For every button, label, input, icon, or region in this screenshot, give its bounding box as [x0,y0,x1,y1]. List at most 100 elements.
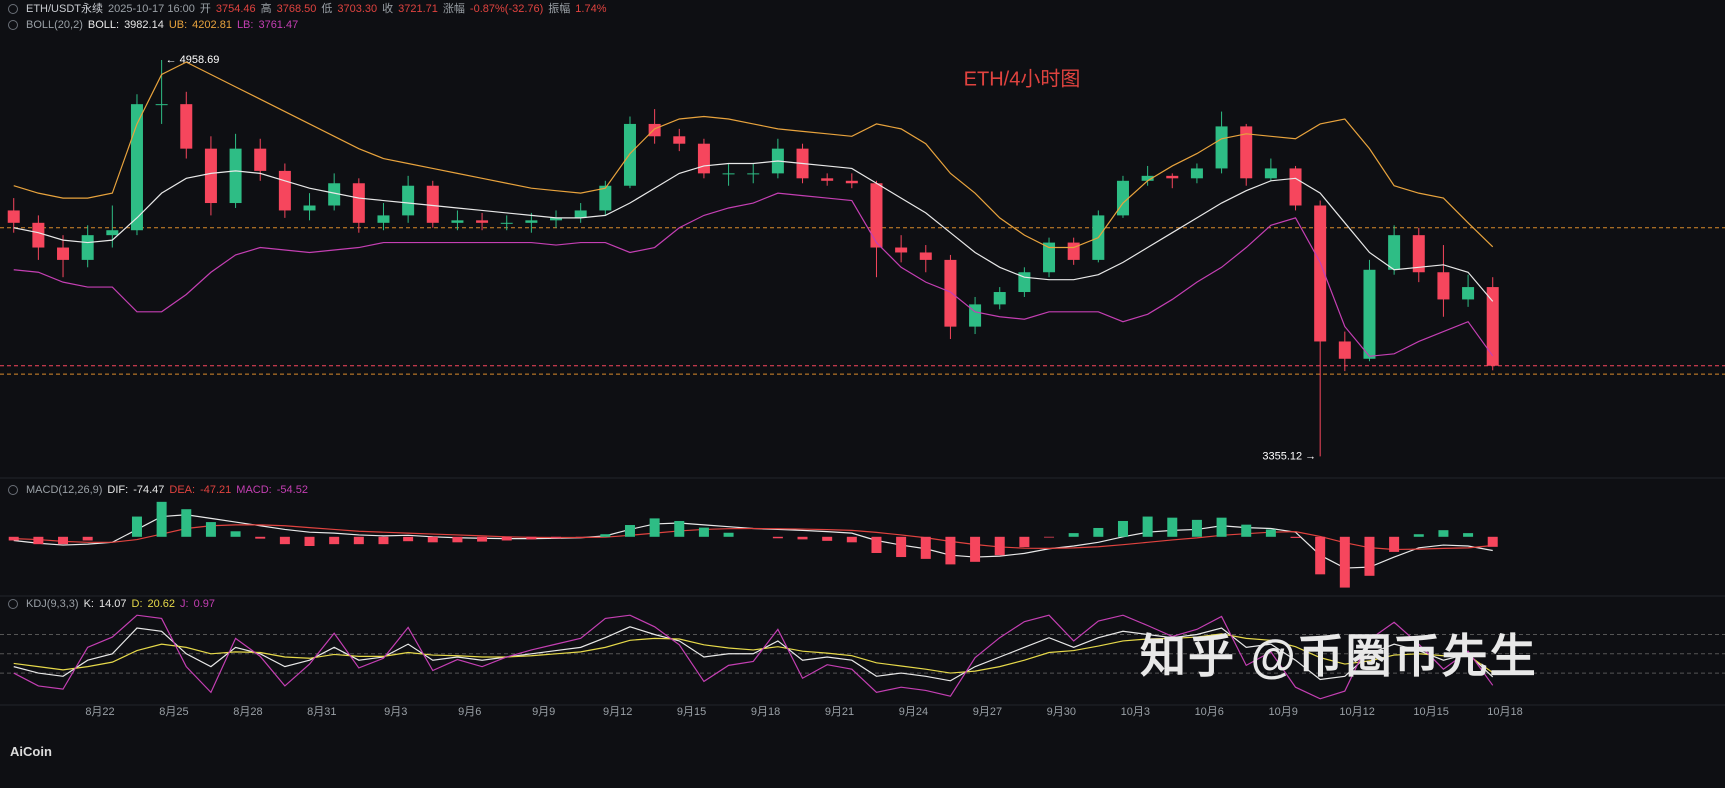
candle-body [1388,235,1401,270]
legend-value: 4202.81 [192,19,232,31]
macd-bar [1117,520,1128,537]
collapse-icon[interactable] [8,20,18,30]
macd-bar [255,536,266,539]
indicator-name: BOLL(20,2) [26,19,83,31]
field-value: 3768.50 [276,3,317,15]
macd-bar [871,536,882,553]
candle-body [821,178,834,181]
candle-body [1215,126,1228,169]
candle-body [352,183,365,223]
macd-bar [1463,533,1474,537]
indicator-legend: KDJ(9,3,3) K: 14.07 D: 20.62 J: 0.97 [26,597,220,611]
x-tick-label: 8月22 [85,706,114,718]
x-tick-label: 8月28 [233,706,262,718]
field-label: 收 [382,3,394,15]
field-value: 3721.71 [398,3,438,15]
macd-bar [8,536,19,541]
macd-bar [1068,533,1079,537]
indicator-legend: BOLL(20,2) BOLL: 3982.14 UB: 4202.81 LB: 3761.… [26,18,303,32]
field-value: 3703.30 [337,3,378,15]
macd-bar [181,509,192,537]
legend-value: 14.07 [98,598,127,610]
macd-bar [1216,517,1227,537]
macd-bar [501,536,512,541]
candle-body [1141,175,1154,181]
macd-bar [994,536,1005,556]
macd-bar [846,536,857,543]
symbol: ETH/USDT永续 [26,3,103,15]
macd-bar [822,536,833,541]
boll-line [13,192,1494,357]
macd-bar [920,536,931,559]
macd-bar [33,536,44,545]
candle-body [57,247,70,260]
legend-value: 0.97 [193,598,216,610]
macd-bar [82,536,93,541]
macd-bar [1241,524,1252,537]
low-marker: → [1305,450,1316,462]
indicator-name: KDJ(9,3,3) [26,598,79,610]
high-marker: ← [166,54,177,66]
macd-bar [230,531,241,537]
candle-body [1043,242,1056,273]
candle-body [722,173,735,175]
boll-line [13,160,1494,302]
candle-body [993,292,1006,305]
macd-bar [723,532,734,537]
candle-body [106,230,119,236]
logo: AiCoin [10,744,52,759]
candle-body [1338,341,1351,359]
macd-bar [304,536,315,546]
legend-label: LB: [236,19,254,31]
candle-body [1412,235,1425,273]
legend-label: UB: [168,19,188,31]
macd-bar [1290,536,1301,538]
legend-label: J: [180,598,189,610]
candle-body [130,104,143,231]
candle-body [1240,126,1253,179]
macd-bar [1093,527,1104,537]
macd-bar [1167,517,1178,537]
macd-bar [1487,536,1498,547]
candle-body [1314,205,1327,342]
x-tick-label: 8月31 [307,706,336,718]
legend-label: DEA: [169,484,196,496]
macd-bar [279,536,290,545]
macd-bar [452,536,463,543]
candle-body [550,217,563,221]
watermark: 知乎 @币圈币先生 [1140,630,1538,682]
field-label: 开 [199,3,211,15]
candle-body [1437,272,1450,300]
collapse-icon[interactable] [8,4,18,14]
candle-body [81,235,94,260]
legend-value: -54.52 [276,484,308,496]
candle-body [402,185,415,216]
candle-body [7,210,20,223]
legend-value: -47.21 [200,484,232,496]
candle-body [1289,168,1302,206]
x-tick-label: 10月3 [1121,706,1150,718]
candle-body [697,143,710,174]
macd-bar [772,536,783,539]
candle-body [278,170,291,211]
macd-bar [156,501,167,537]
candle-body [328,183,341,206]
candle-body [204,148,217,204]
collapse-icon[interactable] [8,599,18,609]
legend-label: MACD: [236,484,272,496]
x-tick-label: 10月18 [1487,706,1522,718]
macd-bar [1315,536,1326,575]
candle-body [870,183,883,248]
candle-body [648,123,661,137]
legend-value: -74.47 [133,484,165,496]
collapse-icon[interactable] [8,485,18,495]
candle-body [845,180,858,184]
candle-body [303,205,316,211]
legend-label: DIF: [107,484,129,496]
x-tick-label: 9月12 [603,706,632,718]
candle-body [747,173,760,175]
candle-body [1462,287,1475,300]
macd-bar [1191,519,1202,537]
candle-body [525,220,538,223]
